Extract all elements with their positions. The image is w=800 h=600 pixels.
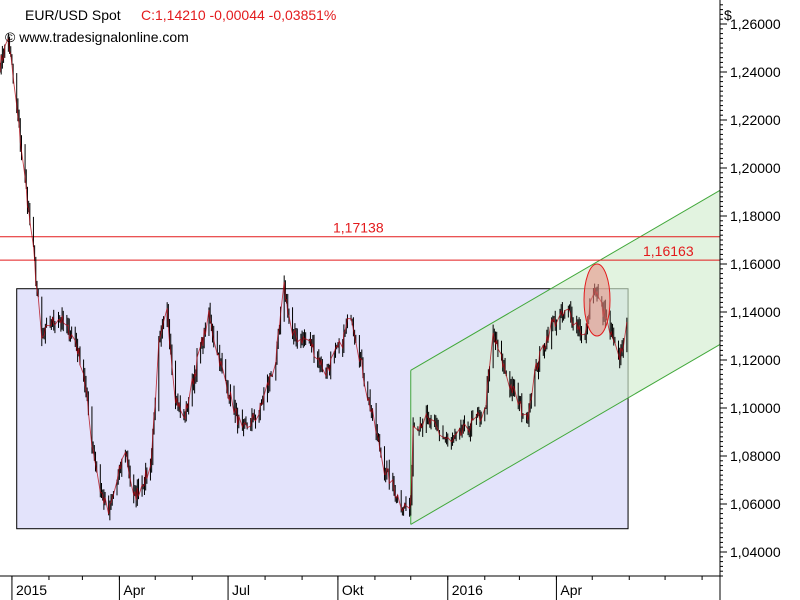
level-lines-layer: 1,17138 1,16163 (0, 220, 720, 261)
y-tick-label: 1,24000 (730, 64, 781, 80)
channel-area (410, 190, 720, 525)
axes-layer: 1,26000 1,24000 1,22000 1,20000 1,18000 1,160… (0, 0, 781, 600)
channel-layer (410, 189, 721, 525)
instrument-title: EUR/USD Spot (25, 7, 121, 23)
x-tick-label: Jul (232, 582, 250, 598)
y-tick-label: 1,22000 (730, 112, 781, 128)
price-close-line (0, 37, 628, 515)
channel-upper-line (410, 189, 721, 371)
channel-lower-line (410, 343, 721, 525)
level-label-0: 1,17138 (333, 220, 384, 236)
x-tick-label: Apr (123, 582, 145, 598)
y-tick-label: 1,10000 (730, 400, 781, 416)
y-tick-label: 1,12000 (730, 352, 781, 368)
x-tick-label: Apr (560, 582, 582, 598)
y-tick-label: 1,20000 (730, 160, 781, 176)
x-tick-label: 2015 (16, 582, 47, 598)
price-series-layer (0, 33, 628, 521)
highlight-ellipse (583, 263, 611, 337)
y-tick-label: 1,26000 (730, 16, 781, 32)
copyright-text: © www.tradesignalonline.com (5, 29, 189, 45)
header-layer: EUR/USD Spot C:1,14210 -0,00044 -0,03851… (5, 7, 732, 45)
y-tick-label: 1,06000 (730, 496, 781, 512)
y-tick-label: 1,04000 (730, 544, 781, 560)
highlight-layer (583, 263, 611, 337)
x-tick-label: Okt (342, 582, 364, 598)
y-tick-label: 1,18000 (730, 208, 781, 224)
y-tick-label: 1,14000 (730, 304, 781, 320)
y-tick-label: 1,16000 (730, 256, 781, 272)
currency-label: $ (724, 7, 732, 23)
x-tick-label: 2016 (452, 582, 483, 598)
y-tick-label: 1,08000 (730, 448, 781, 464)
quote-readout: C:1,14210 -0,00044 -0,03851% (141, 7, 336, 23)
level-label-1: 1,16163 (643, 243, 694, 259)
